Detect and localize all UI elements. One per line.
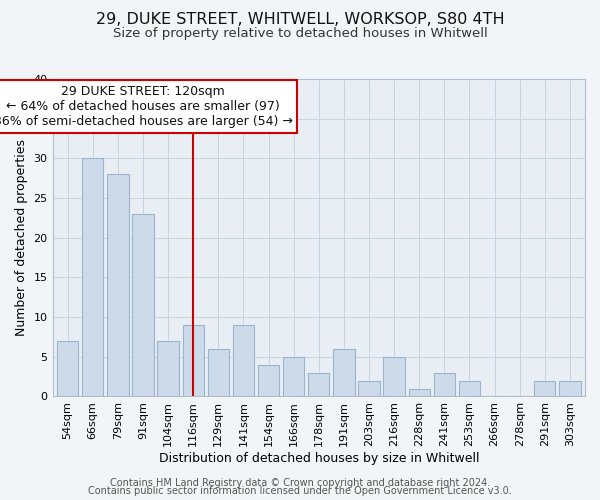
Bar: [208, 349, 229, 397]
Bar: [308, 372, 329, 396]
Bar: [534, 380, 556, 396]
Bar: [82, 158, 103, 396]
Text: Contains HM Land Registry data © Crown copyright and database right 2024.: Contains HM Land Registry data © Crown c…: [110, 478, 490, 488]
X-axis label: Distribution of detached houses by size in Whitwell: Distribution of detached houses by size …: [158, 452, 479, 465]
Bar: [57, 341, 78, 396]
Text: 29 DUKE STREET: 120sqm
← 64% of detached houses are smaller (97)
36% of semi-det: 29 DUKE STREET: 120sqm ← 64% of detached…: [0, 86, 292, 128]
Bar: [157, 341, 179, 396]
Text: Contains public sector information licensed under the Open Government Licence v3: Contains public sector information licen…: [88, 486, 512, 496]
Text: Size of property relative to detached houses in Whitwell: Size of property relative to detached ho…: [113, 28, 487, 40]
Y-axis label: Number of detached properties: Number of detached properties: [15, 139, 28, 336]
Bar: [132, 214, 154, 396]
Bar: [182, 325, 204, 396]
Bar: [434, 372, 455, 396]
Bar: [333, 349, 355, 397]
Bar: [258, 364, 279, 396]
Bar: [409, 388, 430, 396]
Bar: [233, 325, 254, 396]
Bar: [459, 380, 480, 396]
Bar: [283, 357, 304, 397]
Text: 29, DUKE STREET, WHITWELL, WORKSOP, S80 4TH: 29, DUKE STREET, WHITWELL, WORKSOP, S80 …: [95, 12, 505, 28]
Bar: [383, 357, 405, 397]
Bar: [358, 380, 380, 396]
Bar: [107, 174, 128, 396]
Bar: [559, 380, 581, 396]
